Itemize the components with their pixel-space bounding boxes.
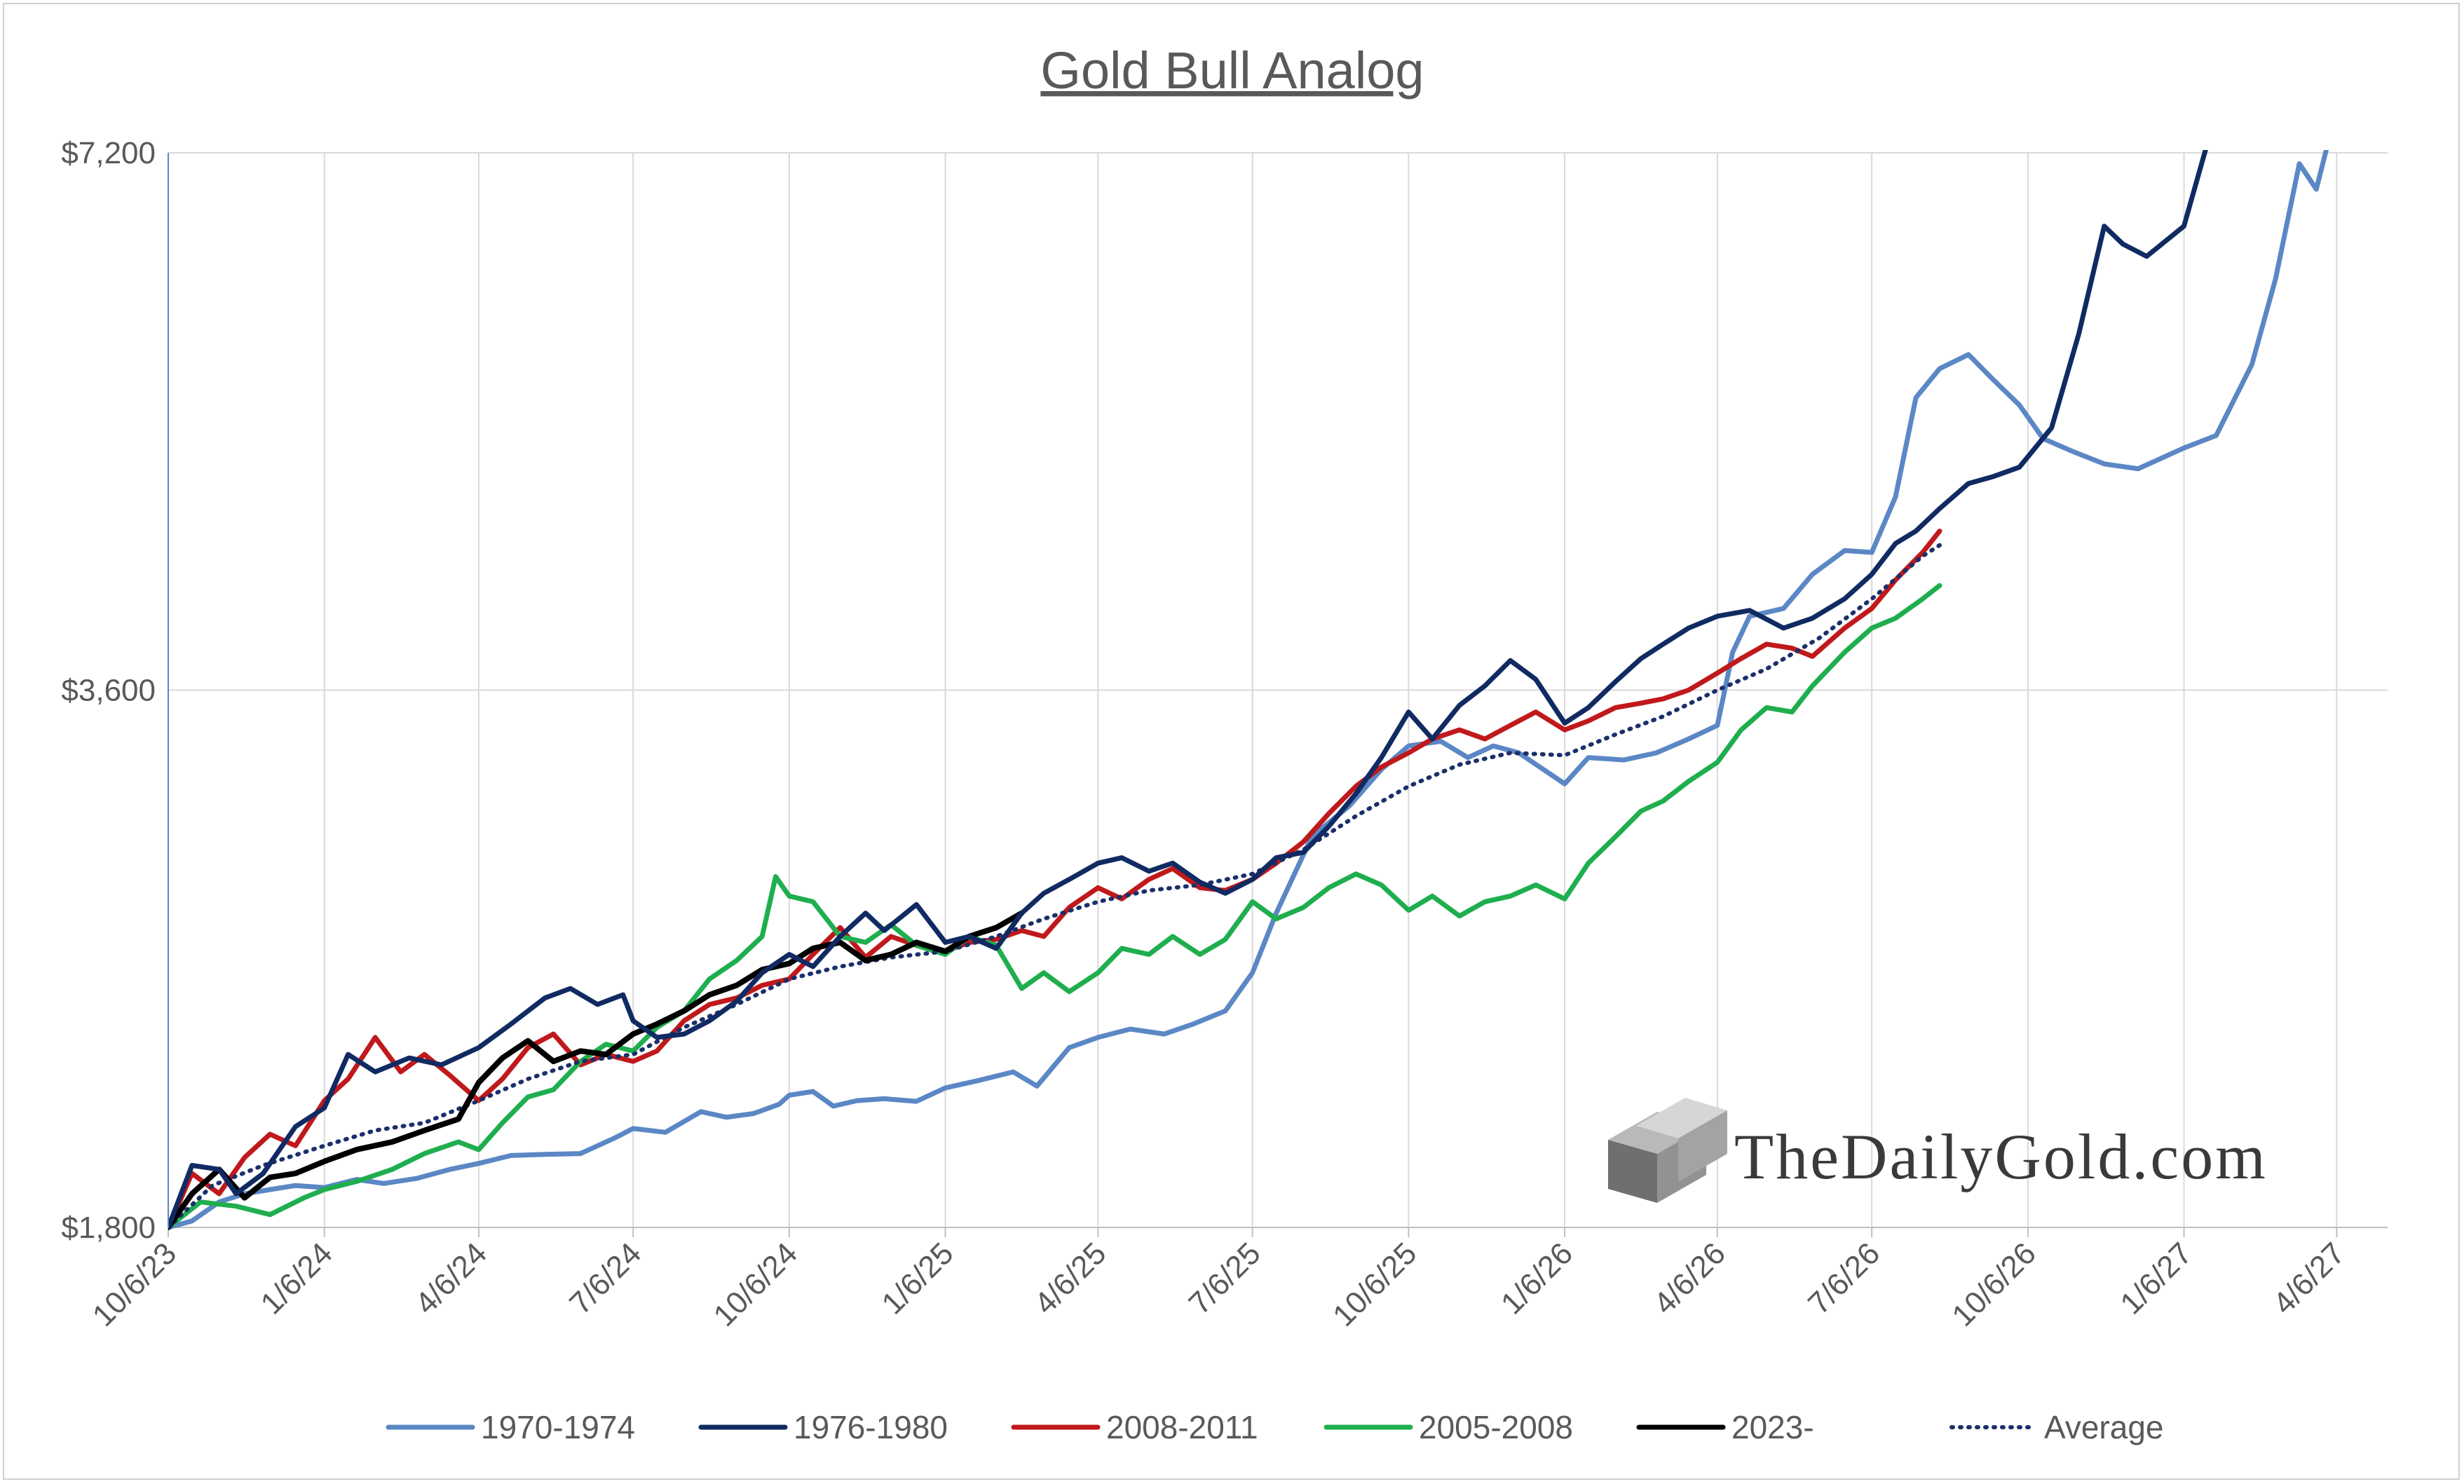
gold-bar-icon — [1608, 1098, 1727, 1203]
x-tick-label: 7/6/24 — [563, 1236, 648, 1321]
x-tick-label: 4/6/27 — [2266, 1236, 2351, 1321]
x-tick-label: 7/6/25 — [1183, 1236, 1267, 1321]
y-axis-ticks: $1,800 $3,600 $7,200 — [61, 136, 156, 1245]
series-line-1976-1980 — [168, 150, 2208, 1230]
x-tick-label: 4/6/24 — [409, 1236, 494, 1321]
legend-label: 2005-2008 — [1419, 1409, 1573, 1445]
series-line-2023 — [168, 910, 1025, 1230]
y-tick-label: $7,200 — [61, 136, 156, 170]
series-line-1970-1974 — [168, 150, 2329, 1230]
chart-title: Gold Bull Analog — [1040, 41, 1424, 100]
watermark: TheDailyGold.com — [1608, 1098, 2268, 1203]
x-tick-label: 1/6/27 — [2114, 1236, 2198, 1321]
legend: 1970-1974 1976-1980 2008-2011 2005-2008 2023… — [386, 1409, 2164, 1445]
watermark-text: TheDailyGold.com — [1734, 1121, 2268, 1192]
x-tick-label: 10/6/26 — [1945, 1236, 2042, 1333]
x-tick-label: 10/6/23 — [86, 1236, 183, 1333]
legend-label: 2023- — [1731, 1409, 1814, 1445]
x-tick-label: 10/6/24 — [707, 1236, 804, 1333]
x-axis-ticks: 10/6/23 1/6/24 4/6/24 7/6/24 10/6/24 1/6/25 4/… — [86, 1227, 2351, 1333]
series-line-2008-2011 — [168, 529, 1942, 1230]
x-tick-label: 4/6/25 — [1028, 1236, 1112, 1321]
y-tick-label: $3,600 — [61, 674, 156, 708]
chart-frame: Gold Bull Analog $1,800 $3,600 $7,200 10/6… — [3, 3, 2460, 1480]
x-tick-label: 1/6/25 — [875, 1236, 960, 1321]
gold-bull-analog-chart: Gold Bull Analog $1,800 $3,600 $7,200 10/6… — [61, 41, 2388, 1445]
series-line-2005-2008 — [168, 583, 1942, 1230]
legend-label: 1970-1974 — [481, 1409, 635, 1445]
grid-lines — [168, 152, 2388, 1228]
legend-label: Average — [2044, 1409, 2164, 1445]
legend-label: 2008-2011 — [1106, 1409, 1258, 1445]
series-lines — [168, 150, 2329, 1230]
x-tick-label: 4/6/26 — [1647, 1236, 1732, 1321]
x-tick-label: 1/6/24 — [254, 1236, 339, 1321]
x-tick-label: 7/6/26 — [1802, 1236, 1886, 1321]
x-tick-label: 10/6/25 — [1326, 1236, 1423, 1333]
x-tick-label: 1/6/26 — [1495, 1236, 1579, 1321]
y-tick-label: $1,800 — [61, 1211, 156, 1245]
legend-label: 1976-1980 — [794, 1409, 948, 1445]
